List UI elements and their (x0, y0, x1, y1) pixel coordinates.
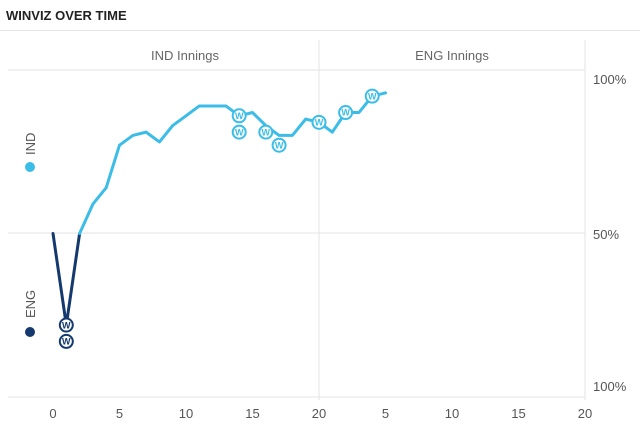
wicket-marker-circle (58, 317, 74, 333)
wicket-marker: W (231, 124, 247, 140)
wicket-marker-circle (258, 124, 274, 140)
title-divider (0, 30, 640, 31)
wicket-marker-circle (364, 88, 380, 104)
wicket-marker-circle (311, 114, 327, 130)
x-tick-label: 15 (511, 406, 525, 421)
wicket-marker-label: W (341, 108, 350, 118)
x-tick-label: 5 (382, 406, 389, 421)
wicket-marker: W (258, 124, 274, 140)
wicket-marker: W (58, 317, 74, 333)
section-label-eng: ENG Innings (415, 48, 489, 63)
team-dot-ind (25, 162, 35, 172)
y-label-bottom: 100% (593, 379, 627, 394)
wicket-marker-label: W (262, 127, 271, 137)
x-tick-label: 10 (179, 406, 193, 421)
x-tick-label: 5 (116, 406, 123, 421)
team-legend-ind: IND (23, 133, 38, 172)
wicket-marker-label: W (62, 337, 71, 347)
wicket-marker-label: W (368, 91, 377, 101)
section-label-ind: IND Innings (151, 48, 219, 63)
x-tick-label: 10 (445, 406, 459, 421)
wicket-marker-label: W (235, 111, 244, 121)
team-label-eng: ENG (23, 290, 38, 318)
wicket-marker: W (364, 88, 380, 104)
x-tick-label: 0 (49, 406, 56, 421)
wicket-marker-circle (231, 108, 247, 124)
wicket-marker-label: W (62, 320, 71, 330)
team-dot-eng (25, 327, 35, 337)
wicket-marker-circle (338, 105, 354, 121)
wicket-marker-label: W (315, 118, 324, 128)
wicket-marker: W (338, 105, 354, 121)
wicket-marker-circle (58, 333, 74, 349)
wicket-marker: W (231, 108, 247, 124)
x-tick-label: 20 (312, 406, 326, 421)
team-label-ind: IND (23, 133, 38, 155)
wicket-marker-circle (271, 137, 287, 153)
wicket-marker: W (271, 137, 287, 153)
wicket-marker-label: W (235, 127, 244, 137)
x-tick-label: 15 (245, 406, 259, 421)
wicket-marker: W (311, 114, 327, 130)
chart-title: WINVIZ OVER TIME (6, 8, 127, 23)
team-legend-eng: ENG (23, 290, 38, 337)
y-label-mid: 50% (593, 227, 619, 242)
wicket-marker: W (58, 333, 74, 349)
series-line-eng (51, 232, 82, 327)
x-tick-label: 20 (578, 406, 592, 421)
wicket-marker-circle (231, 124, 247, 140)
y-label-top: 100% (593, 72, 627, 87)
series-line-ind (78, 91, 387, 235)
wicket-marker-label: W (275, 140, 284, 150)
